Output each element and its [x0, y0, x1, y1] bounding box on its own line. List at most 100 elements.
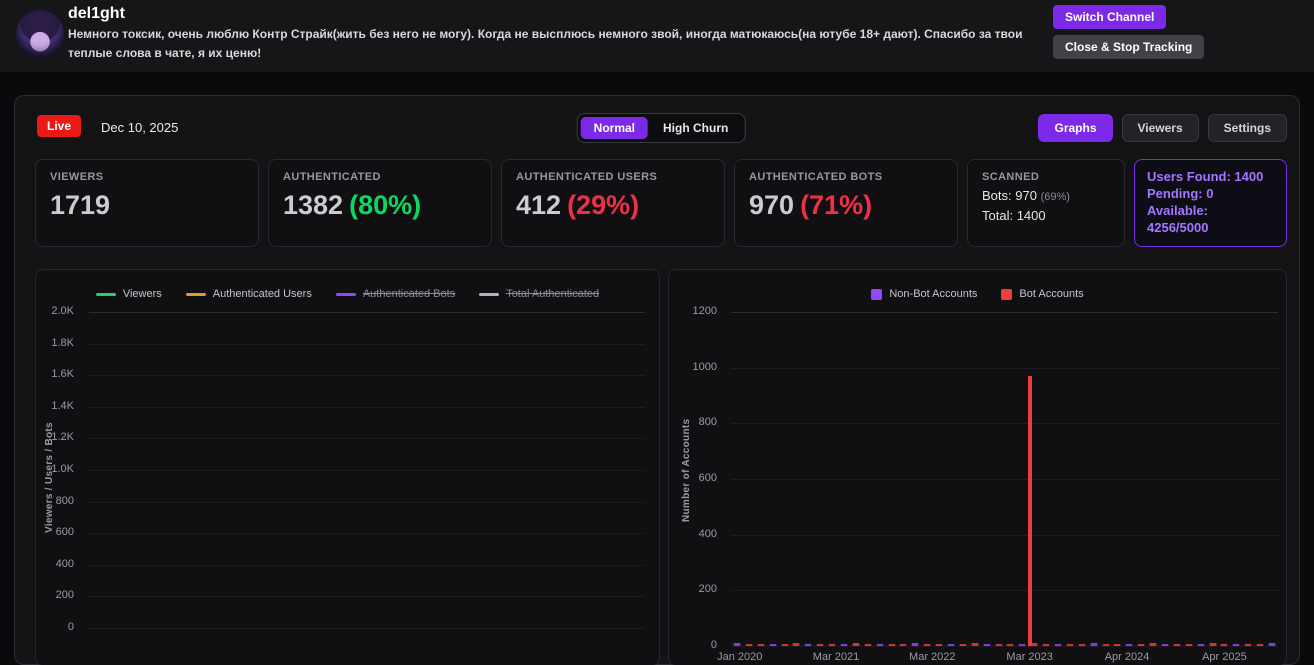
stat-label: AUTHENTICATED [283, 171, 381, 183]
gridline [731, 312, 1278, 313]
histogram-mini-bar [1078, 644, 1086, 646]
histogram-mini-bar [959, 644, 967, 646]
y-tick-label: 800 [55, 494, 74, 507]
scanned-bots-line: Bots: 970 (69%) [982, 188, 1070, 203]
gridline [731, 534, 1278, 536]
stat-label: VIEWERS [50, 171, 104, 183]
right-y-ticks: 1200 1000 800 600 400 200 0 [669, 270, 723, 665]
histogram-mini-bar [1054, 644, 1062, 646]
histogram-mini-bar [864, 644, 872, 646]
x-tick-label: Jan 2020 [717, 651, 763, 663]
accounts-plot [731, 312, 1278, 646]
histogram-mini-bar [1185, 644, 1193, 646]
gridline [731, 367, 1278, 369]
histogram-mini-bar [1042, 644, 1050, 646]
legend-item-total-authenticated[interactable]: Total Authenticated [479, 288, 599, 300]
gridline [89, 533, 645, 535]
histogram-mini-bar [1066, 644, 1074, 646]
channel-avatar [16, 10, 64, 58]
histogram-mini-bar [911, 643, 919, 646]
tab-settings[interactable]: Settings [1207, 114, 1287, 142]
histogram-mini-bar [1232, 644, 1240, 646]
histogram-mini-bar [1256, 644, 1264, 646]
histogram-mini-bar [888, 644, 896, 646]
stat-value: 412 [516, 190, 562, 220]
histogram-mini-bar [828, 644, 836, 646]
accounts-chart-legend: Non-Bot Accounts Bot Accounts [669, 288, 1286, 300]
legend-item-bot-accounts[interactable]: Bot Accounts [1001, 288, 1084, 300]
histogram-mini-bar [983, 644, 991, 646]
left-y-ticks: 2.0K 1.8K 1.6K 1.4K 1.2K 1.0K 800 600 400 200 0 [36, 270, 80, 665]
viewers-chart: Viewers Authenticated Users Authenticate… [35, 269, 660, 665]
histogram-mini-bar [947, 644, 955, 646]
gridline [89, 470, 645, 471]
histogram-mini-bar [840, 644, 848, 646]
viewers-chart-legend: Viewers Authenticated Users Authenticate… [36, 288, 659, 300]
legend-label: Total Authenticated [506, 288, 600, 300]
tracker-panel: Live Dec 10, 2025 Normal High Churn Grap… [14, 95, 1300, 665]
y-tick-label: 600 [55, 526, 74, 539]
histogram-mini-bar [935, 644, 943, 646]
histogram-mini-bar [804, 644, 812, 646]
histogram-mini-bar [1197, 644, 1205, 646]
gridline [89, 596, 645, 598]
channel-description: Немного токсик, очень люблю Контр Страйк… [68, 27, 1023, 60]
gridline [89, 438, 645, 440]
viewers-series-swatch [95, 292, 116, 296]
gridline [731, 646, 1278, 647]
nonbot-accounts-swatch [871, 288, 883, 300]
histogram-mini-bar [995, 644, 1003, 646]
switch-channel-button[interactable]: Switch Channel [1053, 5, 1167, 29]
legend-item-authenticated-bots[interactable]: Authenticated Bots [335, 288, 456, 300]
authenticated-users-series-swatch [185, 292, 206, 296]
bot-spike-bar [1027, 376, 1032, 646]
mode-option-high-churn[interactable]: High Churn [650, 117, 741, 139]
histogram-mini-bar [757, 644, 765, 646]
x-tick-label: Mar 2023 [1006, 651, 1053, 663]
stat-card-authenticated: AUTHENTICATED 1382 (80%) [268, 159, 492, 247]
stat-card-authenticated-users: AUTHENTICATED USERS 412 (29%) [501, 159, 725, 247]
tab-graphs[interactable]: Graphs [1038, 114, 1113, 142]
y-tick-label: 1.2K [51, 431, 74, 444]
stat-label: SCANNED [982, 171, 1040, 183]
x-tick-label: Apr 2024 [1104, 651, 1150, 663]
y-tick-label: 1.8K [51, 336, 74, 349]
histogram-mini-bar [899, 644, 907, 646]
legend-label: Authenticated Bots [362, 288, 456, 300]
legend-label: Authenticated Users [212, 288, 312, 300]
stat-value: 970 [749, 190, 795, 220]
legend-item-nonbot-accounts[interactable]: Non-Bot Accounts [871, 288, 977, 300]
close-stop-tracking-button[interactable]: Close & Stop Tracking [1053, 35, 1205, 59]
stat-card-viewers: VIEWERS 1719 [35, 159, 259, 247]
gridline [89, 628, 645, 629]
gridline [731, 423, 1278, 425]
y-tick-label: 1.0K [51, 463, 74, 475]
y-tick-label: 1000 [692, 360, 717, 373]
histogram-mini-bar [1102, 644, 1110, 646]
legend-item-viewers[interactable]: Viewers [95, 288, 162, 300]
gridline [89, 343, 645, 345]
legend-item-authenticated-users[interactable]: Authenticated Users [185, 288, 312, 300]
y-tick-label: 0 [710, 639, 717, 651]
gridline [731, 479, 1278, 480]
histogram-mini-bar [733, 643, 741, 646]
histogram-mini-bar [852, 643, 860, 646]
stream-date: Dec 10, 2025 [101, 120, 179, 135]
y-tick-label: 200 [55, 589, 74, 602]
controls-row: Live Dec 10, 2025 Normal High Churn Grap… [35, 113, 1287, 145]
tab-viewers[interactable]: Viewers [1121, 114, 1199, 142]
gridline [89, 406, 645, 408]
stat-percent: (71%) [800, 190, 873, 220]
mode-option-normal[interactable]: Normal [580, 117, 649, 139]
quota-available-value: 4256/5000 [1147, 220, 1209, 236]
stat-card-authenticated-bots: AUTHENTICATED BOTS 970 (71%) [734, 159, 958, 247]
quota-pending: Pending: 0 [1147, 186, 1214, 202]
y-tick-label: 800 [698, 416, 717, 429]
gridline [89, 312, 645, 313]
bot-accounts-swatch [1001, 288, 1013, 300]
x-tick-label: Mar 2022 [909, 651, 956, 663]
gridline [89, 375, 645, 377]
histogram-mini-bar [1137, 644, 1145, 646]
y-tick-label: 2.0K [51, 305, 74, 317]
accounts-x-axis: Jan 2020 Mar 2021 Mar 2022 Mar 2023 Apr 2024… [717, 651, 1278, 665]
